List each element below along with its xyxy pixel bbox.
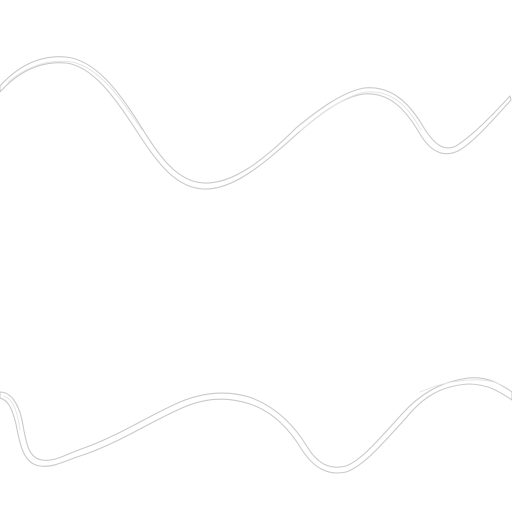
bottom-wavy-ribbon [0, 377, 512, 474]
top-wavy-ribbon [0, 56, 512, 190]
